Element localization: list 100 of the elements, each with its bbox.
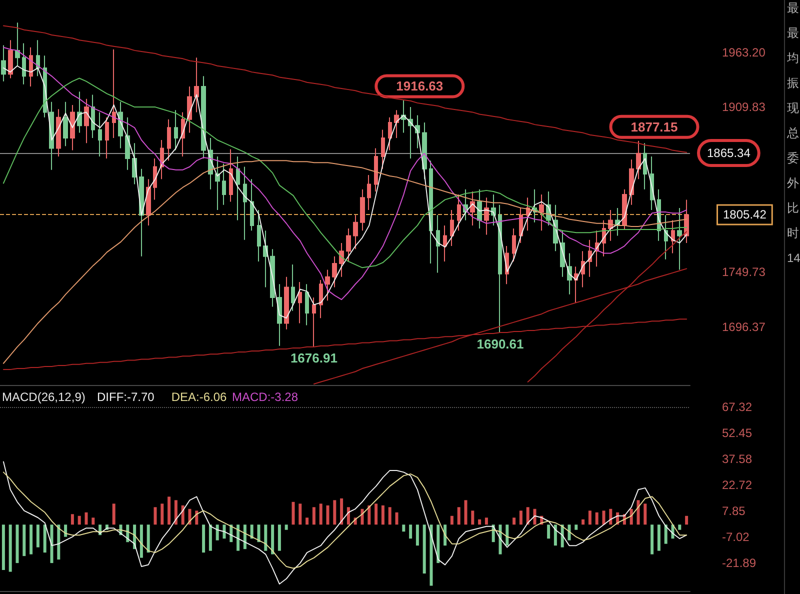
candlestick — [325, 269, 330, 302]
bar — [264, 524, 268, 551]
candlestick — [408, 106, 413, 160]
bar — [430, 524, 433, 586]
candlestick — [388, 116, 392, 151]
text: MACD:-3.28 — [232, 390, 298, 404]
bar — [422, 524, 426, 574]
candlestick — [484, 197, 489, 236]
bar — [554, 524, 557, 546]
bar — [664, 524, 668, 544]
bar — [312, 507, 316, 525]
candlestick — [588, 239, 592, 278]
bar — [278, 524, 281, 551]
text: 均 — [787, 51, 799, 65]
text: 时 — [787, 226, 799, 240]
text: 现 — [787, 101, 799, 115]
candlestick — [394, 110, 399, 138]
bar — [140, 524, 143, 558]
annotation: 1877.15 — [630, 119, 678, 134]
candlestick — [250, 178, 254, 232]
bar — [381, 505, 384, 525]
bar — [222, 524, 226, 539]
bar — [409, 524, 412, 539]
bar — [22, 524, 26, 556]
bar — [284, 524, 288, 530]
text: 委 — [787, 151, 799, 165]
bar — [588, 510, 592, 525]
bar — [298, 504, 302, 525]
annotation: 1916.63 — [396, 78, 444, 94]
candlestick — [422, 122, 427, 180]
bar — [181, 505, 184, 525]
bar — [70, 514, 74, 525]
candlestick — [63, 101, 68, 147]
bar — [484, 518, 488, 525]
candlestick — [98, 112, 102, 157]
ref-line-label: 1805.42 — [723, 208, 767, 222]
bar — [602, 510, 606, 525]
candlestick — [70, 104, 75, 151]
candlestick — [56, 108, 61, 157]
y-tick-label: 7.85 — [722, 504, 746, 518]
bar — [202, 524, 206, 553]
bar — [2, 524, 5, 570]
bar — [388, 507, 392, 525]
bar — [416, 524, 419, 546]
bar — [685, 516, 688, 525]
bar — [512, 518, 516, 525]
bar — [526, 507, 530, 525]
candlestick — [215, 156, 220, 210]
bar — [64, 524, 68, 537]
candlestick — [277, 284, 282, 346]
bar — [326, 505, 330, 525]
candlestick — [174, 110, 178, 151]
candlestick — [222, 163, 226, 206]
candlestick — [125, 116, 130, 170]
candlestick — [236, 156, 240, 221]
bar — [360, 508, 364, 525]
candlestick — [1, 44, 6, 82]
bar — [678, 524, 682, 530]
bar — [582, 519, 585, 525]
candlestick — [450, 210, 454, 247]
candlestick — [436, 214, 440, 274]
bar — [568, 524, 571, 540]
candlestick — [519, 207, 523, 244]
bar — [395, 512, 398, 525]
candlestick — [298, 282, 302, 324]
bar — [208, 524, 212, 551]
annotation: 1676.91 — [290, 350, 338, 366]
candlestick — [339, 242, 344, 278]
bar — [43, 524, 46, 553]
candlestick — [8, 40, 13, 79]
candlestick — [319, 280, 323, 319]
candlestick — [22, 42, 26, 85]
text: 最 — [787, 1, 799, 15]
y-tick-label: 1909.83 — [722, 100, 766, 114]
candlestick — [470, 190, 475, 226]
candlestick — [671, 220, 675, 254]
candlestick — [84, 98, 89, 144]
bar — [174, 500, 178, 525]
bar — [402, 524, 406, 532]
chart-title: MACD(26,12,9) — [2, 390, 86, 404]
bar — [519, 510, 522, 525]
candlestick — [457, 194, 461, 232]
candlestick — [415, 114, 420, 149]
candlestick — [312, 297, 316, 348]
candlestick — [15, 22, 20, 66]
candlestick — [664, 214, 668, 260]
candlestick — [360, 188, 365, 232]
bar — [84, 512, 88, 525]
bar — [146, 524, 150, 553]
candlestick — [284, 276, 289, 330]
candlestick — [257, 210, 261, 262]
bar — [271, 524, 274, 554]
candlestick — [167, 118, 171, 162]
ref-line-label: 1865.34 — [707, 146, 751, 160]
candlestick — [677, 207, 682, 270]
candlestick — [291, 264, 295, 312]
bar — [346, 507, 350, 525]
candlestick — [243, 166, 247, 240]
candlestick — [146, 178, 151, 226]
bar — [340, 498, 344, 525]
